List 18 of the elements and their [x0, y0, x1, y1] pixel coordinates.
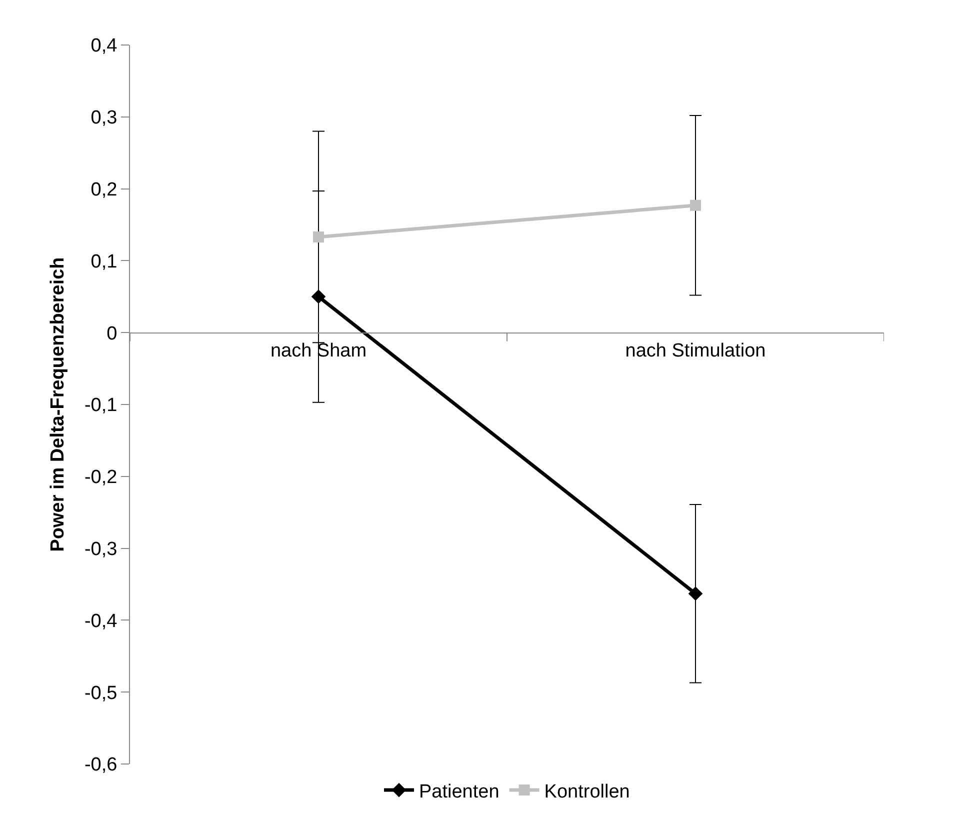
y-tick-label: -0,1 — [84, 395, 118, 416]
y-tick-label: -0,5 — [84, 682, 118, 704]
y-tick-label: -0,4 — [84, 610, 118, 632]
point — [688, 586, 703, 601]
y-tick-label: -0,6 — [84, 754, 118, 776]
y-tick-label: 0,3 — [90, 108, 118, 129]
point — [690, 200, 701, 211]
y-tick-label: 0 — [106, 323, 118, 344]
x-tick-label: nach Stimulation — [625, 340, 766, 362]
y-tick-label: 0,1 — [90, 251, 118, 272]
legend-label: Patienten — [419, 781, 500, 802]
y-axis-title: Power im Delta-Frequenzbereich — [47, 257, 68, 552]
legend-label: Kontrollen — [544, 781, 630, 802]
y-tick-label: 0,2 — [90, 179, 118, 200]
y-tick-label: 0,4 — [90, 36, 118, 57]
y-tick-label: -0,3 — [84, 538, 118, 560]
y-tick-label: -0,2 — [84, 467, 118, 488]
point — [313, 231, 324, 242]
